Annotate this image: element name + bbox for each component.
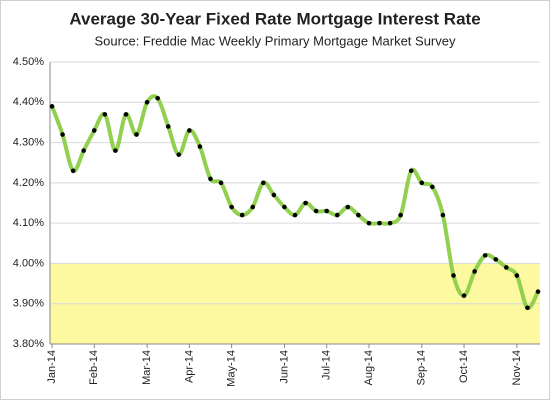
data-point xyxy=(81,148,86,153)
x-tick-label: Mar-14 xyxy=(141,350,153,385)
x-tick-label: Nov-14 xyxy=(511,350,523,385)
x-tick-label: Jun-14 xyxy=(278,350,290,384)
y-tick-label: 3.80% xyxy=(13,338,44,350)
y-tick-label: 4.20% xyxy=(13,177,44,189)
data-point xyxy=(155,95,160,101)
y-tick-label: 4.00% xyxy=(13,257,44,269)
data-point xyxy=(261,180,266,186)
data-point xyxy=(282,204,287,210)
y-tick-label: 4.50% xyxy=(13,56,44,68)
data-point xyxy=(398,212,403,218)
data-point xyxy=(303,200,308,206)
y-tick-label: 3.90% xyxy=(13,298,44,310)
data-point xyxy=(60,132,65,137)
data-point xyxy=(70,168,76,174)
x-tick-label: Apr-14 xyxy=(183,350,195,383)
data-point xyxy=(324,208,329,214)
x-tick-label: May-14 xyxy=(226,350,238,387)
chart-subtitle: Source: Freddie Mac Weekly Primary Mortg… xyxy=(95,33,456,48)
data-point xyxy=(250,204,256,210)
data-point xyxy=(49,104,55,109)
data-point xyxy=(461,293,467,298)
data-point xyxy=(113,148,118,153)
data-point xyxy=(430,184,435,190)
x-tick-label: Oct-14 xyxy=(458,350,470,383)
data-point xyxy=(440,212,446,218)
data-point xyxy=(165,124,171,129)
data-point xyxy=(334,212,340,218)
x-tick-label: Feb-14 xyxy=(88,350,100,385)
data-point xyxy=(218,180,224,186)
data-point xyxy=(535,289,541,294)
y-tick-label: 4.10% xyxy=(13,217,44,229)
data-point xyxy=(91,128,97,133)
data-point xyxy=(239,212,245,218)
data-point xyxy=(229,204,234,210)
data-point xyxy=(134,132,139,137)
y-tick-label: 4.40% xyxy=(13,96,44,108)
data-point xyxy=(451,273,456,278)
data-point xyxy=(123,112,129,117)
data-point xyxy=(197,144,203,149)
x-tick-label: Jan-14 xyxy=(46,350,58,384)
x-tick-label: Jul-14 xyxy=(321,350,333,380)
x-tick-label: Sep-14 xyxy=(416,350,428,385)
data-point xyxy=(525,305,530,311)
data-point xyxy=(292,212,298,218)
data-point xyxy=(102,112,108,117)
chart-title: Average 30-Year Fixed Rate Mortgage Inte… xyxy=(69,9,480,28)
data-point xyxy=(493,257,499,262)
data-point xyxy=(504,265,509,270)
data-point xyxy=(366,220,372,226)
data-point xyxy=(419,180,425,186)
data-point xyxy=(408,168,414,174)
data-point xyxy=(313,208,319,214)
data-point xyxy=(208,176,213,182)
data-point xyxy=(377,220,382,226)
data-point xyxy=(514,273,520,278)
data-point xyxy=(356,212,361,218)
data-point xyxy=(271,192,277,198)
y-tick-label: 4.30% xyxy=(13,136,44,148)
data-point xyxy=(144,99,150,105)
data-point xyxy=(387,220,393,226)
data-point xyxy=(345,204,351,210)
data-point xyxy=(482,253,488,258)
data-point xyxy=(472,269,477,274)
data-point xyxy=(176,152,182,157)
x-tick-label: Aug-14 xyxy=(363,350,375,385)
data-point xyxy=(187,128,192,133)
